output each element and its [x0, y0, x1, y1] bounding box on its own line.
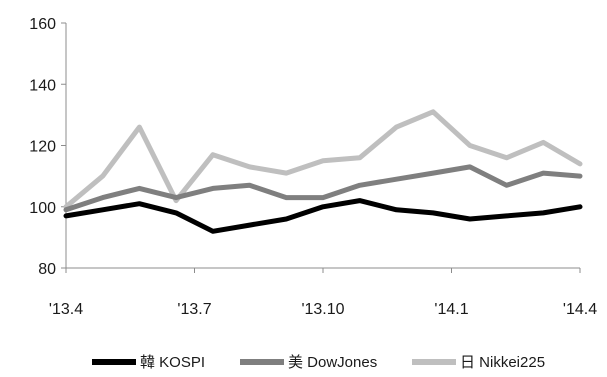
legend-label-2: 日 Nikkei225 [460, 354, 545, 371]
legend-label-1: 美 DowJones [288, 354, 377, 371]
legend-label-0: 韓 KOSPI [140, 354, 205, 371]
y-tick-label: 100 [29, 200, 56, 217]
series-line-2 [63, 109, 583, 210]
y-tick-label: 140 [29, 77, 56, 94]
x-tick-label: '14.4 [563, 301, 597, 318]
chart-legend: 韓 KOSPI 美 DowJones 日 Nikkei225 [92, 354, 545, 371]
y-tick-label: 80 [38, 261, 56, 278]
y-tick-label: 120 [29, 139, 56, 156]
x-tick-label: '13.7 [177, 301, 211, 318]
y-tick-label: 160 [29, 16, 56, 33]
series-line-0 [63, 198, 583, 234]
series-lines [63, 109, 583, 234]
series-line-1 [63, 164, 583, 213]
x-tick-label: '13.4 [49, 301, 83, 318]
x-tick-label: '14.1 [434, 301, 468, 318]
x-tick-label: '13.10 [301, 301, 344, 318]
chart-axes: 80 100 120 140 160 '13.4 '13.7 '13.10 '14.1 '14.4 [29, 16, 597, 318]
